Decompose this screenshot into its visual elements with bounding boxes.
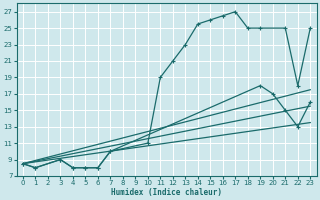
X-axis label: Humidex (Indice chaleur): Humidex (Indice chaleur): [111, 188, 222, 197]
